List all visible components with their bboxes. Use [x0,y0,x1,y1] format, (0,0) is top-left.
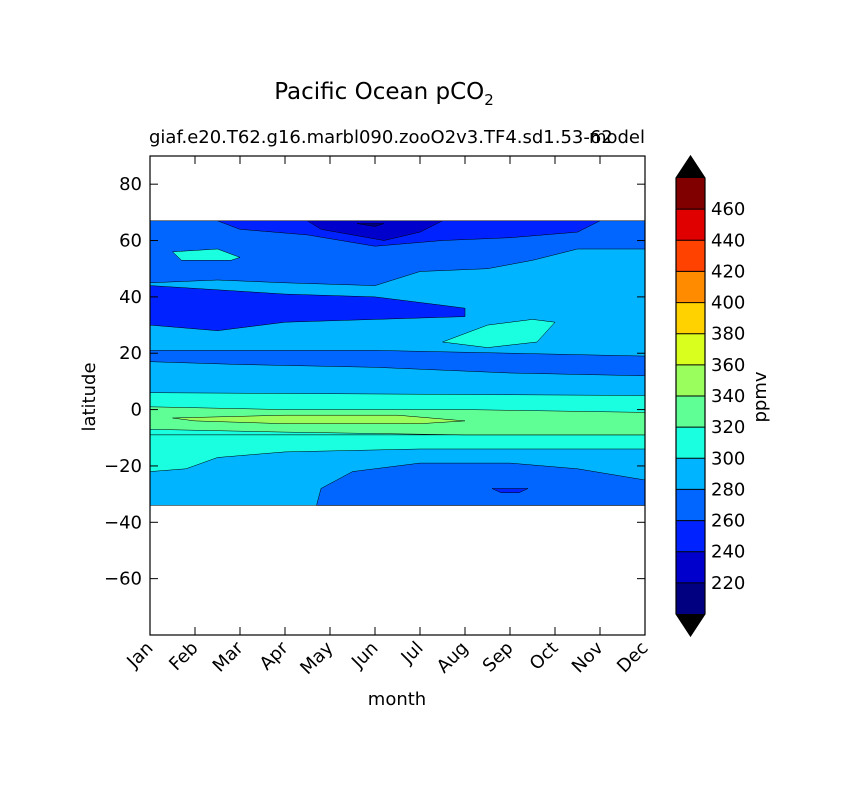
colorbar-bin-420-440 [676,240,705,272]
y-tick-label: −40 [104,512,142,533]
chart-title-main: Pacific Ocean pCO [274,79,484,105]
colorbar-tick-label: 400 [711,293,745,314]
y-tick-label: 60 [119,231,142,252]
contour-band-north-pacific-25-45N [150,285,466,331]
colorbar-tick-label: 280 [711,479,745,500]
colorbar-bin-440-460 [676,209,705,241]
y-axis-label: latitude [79,362,100,431]
colorbar-tick-label: 240 [711,542,745,563]
x-tick-label: May [296,637,337,678]
colorbar-tick-label: 340 [711,386,745,407]
x-tick-label: Feb [165,638,202,675]
y-tick-label: 0 [131,400,142,421]
contour-band-south-pacific-30S [316,462,645,506]
chart-title-subscript: 2 [484,91,494,109]
colorbar-label: ppmv [750,371,771,422]
y-tick-label: 80 [119,174,142,195]
contour-plot [150,220,645,506]
y-tick-label: 40 [119,287,142,308]
colorbar-tick-label: 440 [711,230,745,251]
colorbar-tick-label: 380 [711,324,745,345]
colorbar-bin-400-420 [676,271,705,303]
colorbar-bin-320-340 [676,396,705,428]
contour-band-subarctic-summer-low [307,220,443,241]
colorbar-outline [675,154,706,638]
colorbar-tick-label: 460 [711,199,745,220]
chart-title: Pacific Ocean pCO2 [274,79,494,109]
colorbar-extend-min [676,614,705,636]
contour-band-equatorial-south-low [150,350,645,377]
x-tick-label: Dec [613,638,652,677]
x-tick-label: Nov [568,637,608,677]
contour-band-north-pacific-summer-patch [442,319,556,348]
x-tick-label: Jan [122,638,157,673]
chart-subtitle-case: giaf.e20.T62.g16.marbl090.zooO2v3.TF4.sd… [149,127,613,148]
plot-frame [149,155,646,636]
colorbar-bin-200-220 [676,582,705,615]
colorbar: 220 240 260 280 300 320 340 360 380 400 420 440 460 [675,154,745,638]
colorbar-extend-max [676,156,705,178]
x-tick-label: Mar [209,637,248,676]
colorbar-bin-300-320 [676,427,705,459]
x-tick-label: Apr [256,637,293,674]
colorbar-tick-label: 220 [711,573,745,594]
colorbar-bin-260-280 [676,489,705,521]
x-tick-label: Aug [433,638,473,678]
y-tick-label: −20 [104,456,142,477]
colorbar-bin-280-300 [676,458,705,490]
chart-subtitle-model: model [589,127,645,148]
contour-band-northwest-pacific-winter-patch [172,248,241,261]
colorbar-tick-label: 300 [711,448,745,469]
x-tick-label: Sep [479,638,518,677]
colorbar-bin-360-380 [676,333,705,366]
colorbar-bin-380-400 [676,302,705,335]
contour-band-equatorial-peak [172,414,466,424]
x-axis-label: month [368,689,426,710]
contour-band-south-tropical-tongue [150,434,645,472]
colorbar-tick-label: 260 [711,511,745,532]
contour-band-jun-minimum [356,223,385,227]
colorbar-tick-label: 420 [711,261,745,282]
colorbar-bin-240-260 [676,520,705,553]
colorbar-tick-label: 360 [711,355,745,376]
x-tick-label: Oct [526,638,563,675]
colorbar-bin-340-360 [676,364,705,397]
y-tick-label: −60 [104,569,142,590]
colorbar-tick-label: 320 [711,417,745,438]
colorbar-bin-220-240 [676,551,705,584]
contour-band-south-pacific-small [491,488,529,493]
x-tick-label: Jul [397,638,428,669]
colorbar-bin-460-480 [676,178,705,210]
x-tick-label: Jun [347,638,382,673]
y-tick-label: 20 [119,343,142,364]
